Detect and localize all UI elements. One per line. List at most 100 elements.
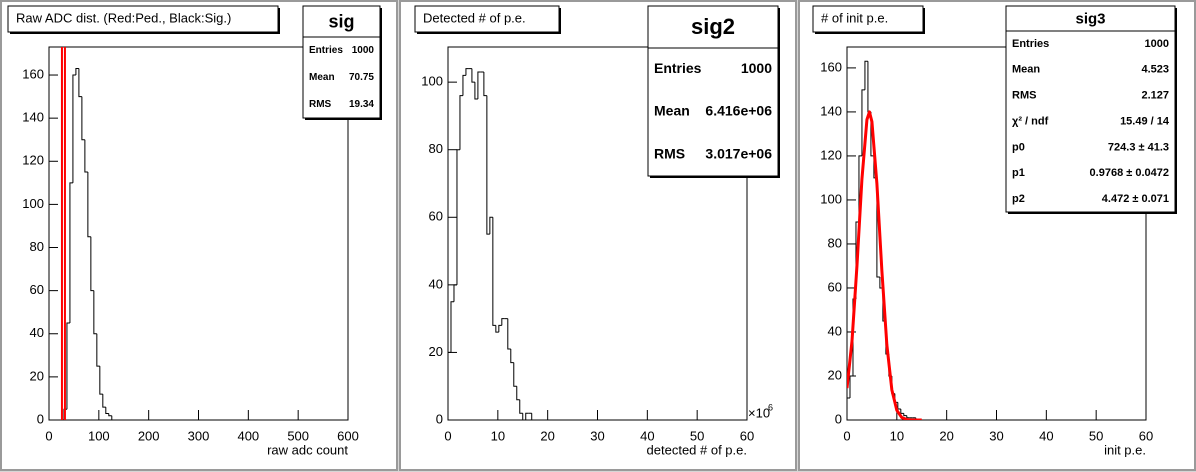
histogram-bin <box>906 415 910 419</box>
x-tick-label: 300 <box>188 428 210 443</box>
plot-area <box>448 68 538 420</box>
x-tick-label: 500 <box>287 428 309 443</box>
y-tick-label: 40 <box>30 325 44 340</box>
stats-label: Entries <box>654 60 702 76</box>
fit-curve <box>847 110 922 420</box>
x-tick-label: 30 <box>590 428 604 443</box>
x-multiplier-exponent: 6 <box>768 402 773 412</box>
stats-label: p1 <box>1012 167 1025 179</box>
stats-label: p0 <box>1012 141 1025 153</box>
y-tick-label: 60 <box>828 279 842 294</box>
stats-value: 15.49 / 14 <box>1120 115 1170 127</box>
histogram-bin <box>459 95 463 150</box>
histogram-bin <box>513 362 517 387</box>
chart-title: Raw ADC dist. (Red:Ped., Black:Sig.) <box>16 10 231 25</box>
histogram-bin <box>489 216 493 235</box>
y-tick-label: 100 <box>22 196 44 211</box>
stats-label: RMS <box>654 145 685 161</box>
histogram-bin <box>876 177 880 278</box>
histogram-bin <box>507 318 511 350</box>
histogram-bin <box>522 413 526 420</box>
y-tick-label: 20 <box>828 367 842 382</box>
histogram-bin <box>501 318 505 326</box>
histogram-bin <box>69 182 73 323</box>
x-tick-label: 10 <box>491 428 505 443</box>
stats-label: Mean <box>1012 64 1040 76</box>
histogram-bin <box>847 397 850 420</box>
histogram-bin <box>72 74 76 183</box>
stats-label: Entries <box>309 45 343 56</box>
stats-title: sig2 <box>691 14 735 39</box>
histogram-bin <box>861 89 865 156</box>
y-tick-label: 100 <box>421 74 443 89</box>
histogram-bin <box>450 301 454 353</box>
histogram-bin <box>519 399 523 414</box>
stats-box <box>302 5 381 119</box>
histogram-bin <box>108 413 112 417</box>
histogram-bin <box>516 386 520 401</box>
x-tick-label: 60 <box>1139 428 1153 443</box>
stats-label: Mean <box>309 72 335 83</box>
stats-label: RMS <box>1012 90 1036 102</box>
y-tick-label: 160 <box>22 66 44 81</box>
histogram-bin <box>495 325 499 333</box>
y-tick-label: 80 <box>30 239 44 254</box>
y-tick-label: 40 <box>828 323 842 338</box>
x-tick-label: 600 <box>337 428 359 443</box>
x-tick-label: 20 <box>540 428 554 443</box>
x-tick-label: 60 <box>740 428 754 443</box>
x-tick-label: 50 <box>1089 428 1103 443</box>
stats-value: 1000 <box>352 45 375 56</box>
x-tick-label: 30 <box>989 428 1003 443</box>
histogram-bin <box>465 68 469 76</box>
histogram-bin <box>510 349 514 364</box>
stats-label: Entries <box>1012 38 1049 50</box>
stats-value: 3.017e+06 <box>705 145 772 161</box>
histogram-bin <box>102 394 106 408</box>
y-tick-label: 80 <box>429 141 443 156</box>
y-tick-label: 20 <box>429 344 443 359</box>
x-axis-label: detected # of p.e. <box>647 442 747 457</box>
histogram-bin <box>531 413 535 420</box>
stats-box <box>647 5 779 177</box>
y-tick-label: 0 <box>436 411 443 426</box>
stats-value: 4.472 ± 0.071 <box>1102 193 1169 205</box>
pad: 0 100 200 300 400 500 600 0 20 40 60 80 100 120 140 160… <box>0 0 398 471</box>
x-tick-label: 100 <box>88 428 110 443</box>
y-tick-label: 60 <box>429 209 443 224</box>
x-tick-label: 50 <box>690 428 704 443</box>
histogram-bin <box>474 82 478 100</box>
y-tick-label: 0 <box>37 411 44 426</box>
histogram-bin <box>456 149 460 285</box>
y-tick-label: 60 <box>30 282 44 297</box>
histogram-bin <box>453 284 457 302</box>
histogram-bin <box>81 96 85 141</box>
y-tick-label: 120 <box>820 147 842 162</box>
stats-label: χ² / ndf <box>1012 115 1049 127</box>
x-tick-label: 10 <box>890 428 904 443</box>
x-tick-label: 200 <box>138 428 160 443</box>
stats-value: 19.34 <box>349 99 374 110</box>
histogram-bin <box>93 290 97 335</box>
histogram-bin <box>99 366 103 395</box>
histogram-bin <box>483 72 487 97</box>
histogram-bin <box>448 351 451 420</box>
x-tick-label: 0 <box>45 428 52 443</box>
histogram-bin <box>903 413 907 417</box>
y-tick-label: 100 <box>820 191 842 206</box>
stats-title: sig3 <box>1075 10 1105 27</box>
histogram-bin <box>75 68 79 76</box>
histogram-bin <box>96 333 100 367</box>
x-tick-label: 0 <box>444 428 451 443</box>
x-tick-label: 400 <box>237 428 259 443</box>
histogram-bin <box>105 407 109 415</box>
y-tick-label: 140 <box>22 110 44 125</box>
histogram-bin <box>498 324 502 333</box>
histogram-bin <box>111 415 115 420</box>
title-box <box>7 5 279 33</box>
histogram-bin <box>87 172 91 238</box>
histogram-bin <box>78 68 82 98</box>
stats-value: 4.523 <box>1141 64 1169 76</box>
y-tick-label: 20 <box>30 368 44 383</box>
